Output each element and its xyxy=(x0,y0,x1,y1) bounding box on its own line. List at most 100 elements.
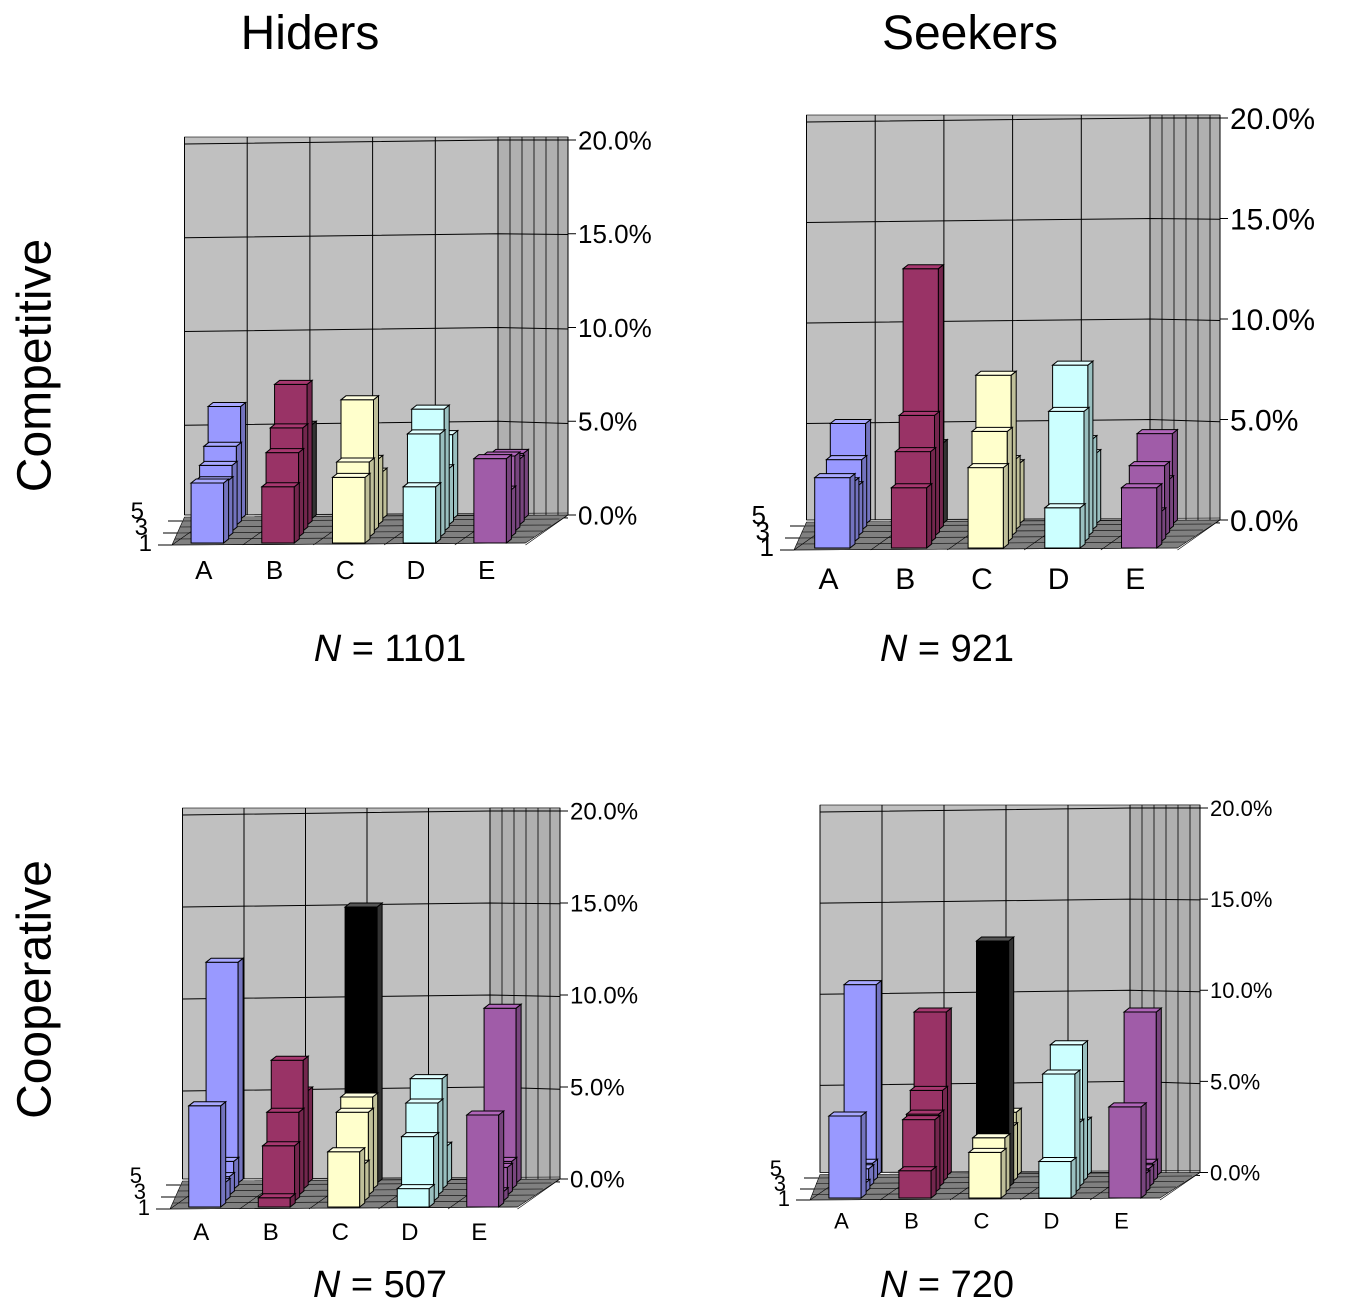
n-symbol: N xyxy=(313,628,342,670)
bar-front xyxy=(828,1115,862,1199)
depth-tick-label: 3 xyxy=(134,1179,146,1204)
bar-side xyxy=(1070,1156,1077,1200)
bar-top xyxy=(1048,1040,1089,1046)
bar-top xyxy=(189,478,231,484)
bar-top xyxy=(206,402,248,407)
floor-grid-line xyxy=(1177,519,1221,551)
bar-top xyxy=(1051,360,1095,366)
y-tick-label: 5.0% xyxy=(1230,404,1298,437)
bar xyxy=(1120,482,1164,550)
bar-top xyxy=(261,1141,302,1147)
bar-front xyxy=(898,1170,932,1199)
bar-top xyxy=(331,472,372,478)
bar-top xyxy=(404,1098,445,1104)
bar-top xyxy=(198,460,239,466)
bar-side xyxy=(1155,1006,1162,1178)
n-label-hiders-cooperative: N = 507 xyxy=(230,1264,530,1307)
floor-grid-line xyxy=(171,542,526,546)
bar-top xyxy=(842,980,883,986)
grid-line xyxy=(806,117,1220,123)
depth-tick-label: 1 xyxy=(778,1186,790,1211)
grid-line xyxy=(182,810,560,816)
bar-top xyxy=(1037,1157,1078,1162)
bar-top xyxy=(268,423,310,429)
floor-grid-line xyxy=(793,547,1178,551)
bar-front xyxy=(261,486,295,544)
depth-tick-label: 5 xyxy=(770,1156,782,1181)
floor-grid-line xyxy=(169,1206,518,1210)
bar-front xyxy=(968,1151,1002,1199)
y-tick-label: 0.0% xyxy=(1230,505,1298,538)
depth-tick-label: 3 xyxy=(135,514,148,541)
bar-front xyxy=(473,458,507,544)
bar xyxy=(889,482,934,550)
bar xyxy=(395,1183,436,1209)
bar-side xyxy=(860,1110,867,1200)
x-tick-label: E xyxy=(478,555,495,585)
bar-top xyxy=(828,419,873,424)
grid-line xyxy=(819,898,1201,904)
bar xyxy=(261,1140,302,1203)
depth-tick-label: 3 xyxy=(756,516,770,546)
bar-top xyxy=(269,1055,310,1061)
bar-top xyxy=(824,455,869,461)
bar-top xyxy=(204,957,245,963)
n-symbol: N xyxy=(879,1264,908,1306)
bar-side xyxy=(1140,1101,1147,1200)
y-tick-label: 5.0% xyxy=(1210,1069,1260,1094)
y-tick-label: 15.0% xyxy=(1230,203,1315,236)
x-tick-label: B xyxy=(266,555,283,585)
bar-top xyxy=(202,441,243,447)
bar-side xyxy=(1000,1147,1007,1200)
y-tick-label: 0.0% xyxy=(578,500,637,530)
bar-top xyxy=(908,1085,949,1091)
x-tick-label: B xyxy=(895,563,915,596)
bar-top xyxy=(893,447,938,453)
depth-tick-label: 1 xyxy=(138,1195,150,1220)
bar xyxy=(401,481,443,545)
column-title-hiders: Hiders xyxy=(240,7,380,60)
x-tick-label: A xyxy=(819,563,839,596)
bar-top xyxy=(482,1003,523,1009)
bar-top xyxy=(343,902,384,908)
x-tick-label: D xyxy=(401,1219,418,1246)
bar-top xyxy=(326,1147,367,1153)
bar-front xyxy=(1121,487,1158,549)
bar-top xyxy=(971,1133,1012,1139)
bar-top xyxy=(1043,503,1087,509)
x-tick-label: D xyxy=(1044,1209,1060,1234)
x-tick-label: C xyxy=(974,1209,990,1234)
bar-top xyxy=(408,1074,449,1080)
bar xyxy=(1107,1101,1148,1200)
grid-line xyxy=(184,233,569,239)
column-title-seekers: Seekers xyxy=(881,7,1059,60)
bar-top xyxy=(897,1166,938,1172)
x-tick-label: B xyxy=(904,1209,919,1234)
bar-top xyxy=(401,482,443,488)
depth-tick-label: 5 xyxy=(752,500,766,530)
bar xyxy=(897,1165,938,1200)
y-tick-label: 0.0% xyxy=(1210,1160,1260,1185)
bar-front xyxy=(1108,1106,1142,1199)
bar-top xyxy=(334,1107,375,1113)
bar xyxy=(1043,502,1087,550)
bar-top xyxy=(1122,1007,1163,1013)
floor-grid-line xyxy=(525,514,569,546)
bar xyxy=(326,1146,367,1209)
bar-top xyxy=(1127,461,1172,467)
x-tick-label: E xyxy=(1125,563,1145,596)
x-tick-label: A xyxy=(834,1209,849,1234)
x-tick-label: D xyxy=(407,555,426,585)
bar-top xyxy=(405,429,447,435)
y-tick-label: 10.0% xyxy=(578,313,652,343)
floor-grid-line xyxy=(1159,1172,1201,1201)
grid-line xyxy=(806,217,1221,223)
grid-line xyxy=(182,902,561,908)
n-symbol: N xyxy=(312,1264,341,1306)
bar-top xyxy=(335,457,376,463)
bar-top xyxy=(1135,429,1179,435)
bar-top xyxy=(975,936,1016,942)
bar xyxy=(827,1110,868,1200)
